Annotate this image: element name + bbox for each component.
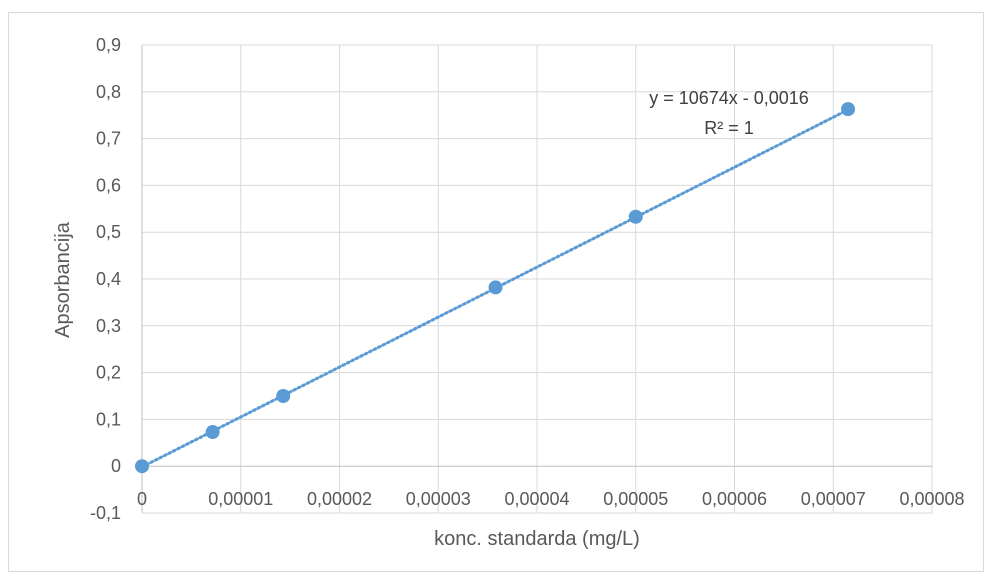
trendline-equation: y = 10674x - 0,0016 [649, 88, 809, 108]
y-axis-title: Apsorbancija [52, 221, 74, 338]
data-point [488, 280, 503, 295]
y-tick-label: 0 [111, 456, 121, 476]
gridlines [142, 44, 933, 514]
y-tick-label: 0,5 [96, 222, 121, 242]
x-tick-label: 0,00008 [899, 489, 964, 509]
x-tick-label: 0,00001 [208, 489, 273, 509]
x-tick-label: 0,00007 [801, 489, 866, 509]
y-tick-label: 0,2 [96, 363, 121, 383]
x-axis-title: konc. standarda (mg/L) [434, 528, 640, 550]
data-point [628, 209, 643, 224]
y-tick-label: 0,6 [96, 175, 121, 195]
x-tick-label: 0,00005 [603, 489, 668, 509]
y-tick-label: 0,8 [96, 82, 121, 102]
axes [141, 45, 932, 513]
r-squared-label: R² = 1 [704, 118, 754, 138]
y-tick-label: 0,4 [96, 269, 121, 289]
data-point [205, 425, 220, 440]
x-tick-label: 0,00003 [406, 489, 471, 509]
y-tick-label: 0,3 [96, 316, 121, 336]
y-tick-label: 0,9 [96, 35, 121, 55]
y-tick-label: -0,1 [90, 503, 121, 523]
y-tick-labels: -0,1 0 0,1 0,2 0,3 0,4 0,5 0,6 0,7 0,8 0,9 [90, 35, 121, 523]
x-tick-labels: 0 0,00001 0,00002 0,00003 0,00004 0,00005 0,00… [137, 489, 965, 509]
x-tick-label: 0,00006 [702, 489, 767, 509]
data-point [135, 459, 149, 474]
x-tick-label: 0,00002 [307, 489, 372, 509]
y-tick-label: 0,1 [96, 409, 121, 429]
data-point [276, 389, 291, 403]
data-point [841, 102, 856, 117]
x-tick-label: 0,00004 [504, 489, 569, 509]
data-points [135, 102, 856, 474]
y-tick-label: 0,7 [96, 129, 121, 149]
x-tick-label: 0 [137, 489, 147, 509]
